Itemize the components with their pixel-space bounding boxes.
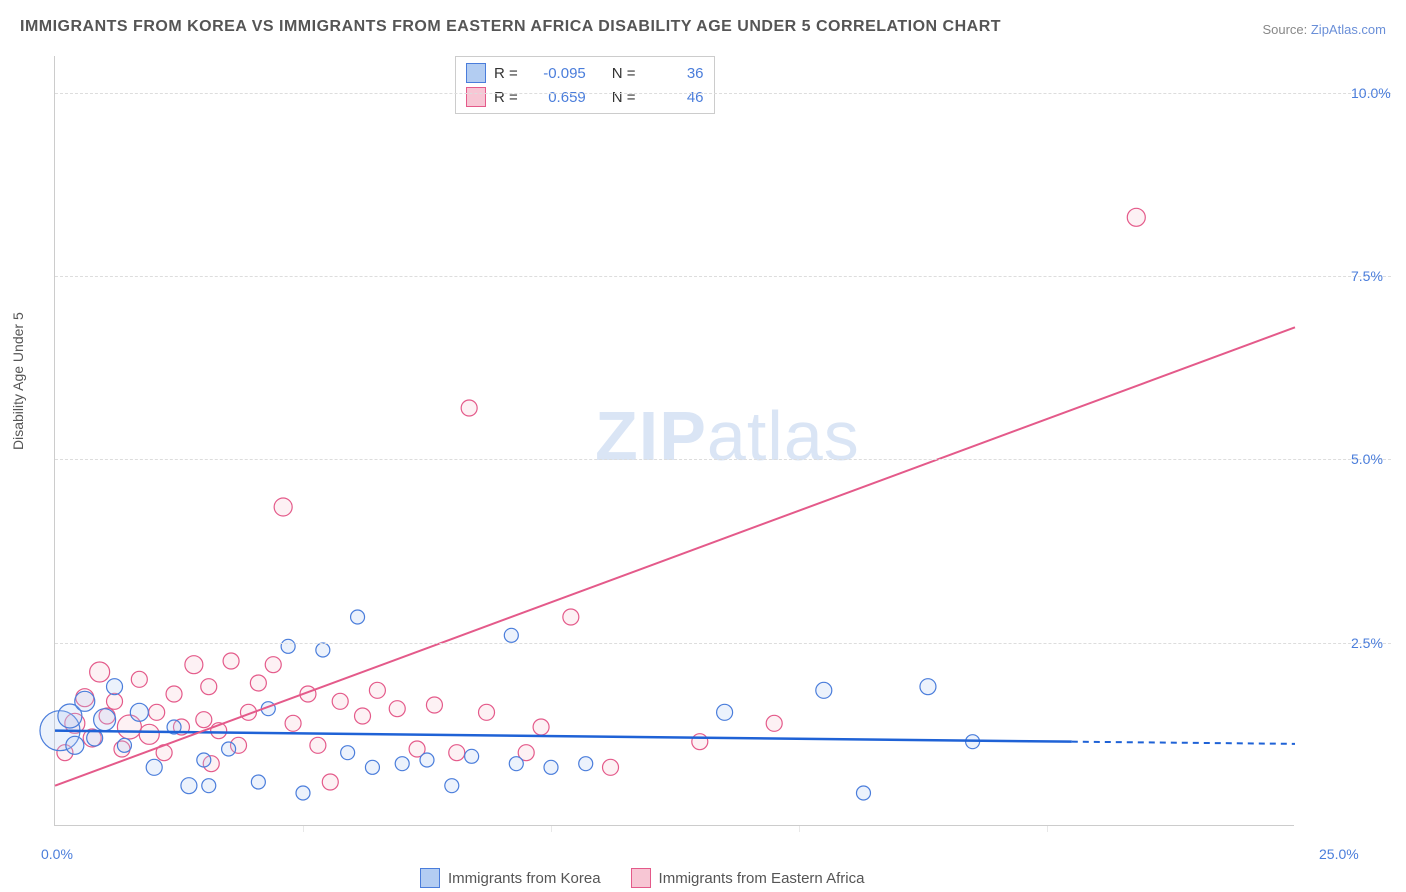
legend-label-eafrica: Immigrants from Eastern Africa — [659, 870, 865, 887]
xtick-label: 25.0% — [1319, 846, 1359, 862]
scatter-point-korea — [202, 779, 216, 793]
scatter-point-eafrica — [107, 693, 123, 709]
legend-item-korea: Immigrants from Korea — [420, 868, 601, 888]
scatter-point-eafrica — [332, 693, 348, 709]
scatter-point-eafrica — [285, 715, 301, 731]
ytick-label: 10.0% — [1351, 85, 1391, 101]
scatter-point-korea — [351, 610, 365, 624]
scatter-point-korea — [130, 703, 148, 721]
source-attribution: Source: ZipAtlas.com — [1262, 22, 1386, 37]
scatter-point-korea — [66, 736, 84, 754]
legend: Immigrants from Korea Immigrants from Ea… — [420, 868, 864, 888]
scatter-point-korea — [316, 643, 330, 657]
scatter-point-eafrica — [265, 657, 281, 673]
xtick-mark — [303, 826, 304, 832]
scatter-point-eafrica — [166, 686, 182, 702]
scatter-point-eafrica — [355, 708, 371, 724]
scatter-point-korea — [509, 757, 523, 771]
scatter-point-eafrica — [131, 671, 147, 687]
source-link[interactable]: ZipAtlas.com — [1311, 22, 1386, 37]
regression-eafrica — [55, 327, 1295, 785]
scatter-point-korea — [107, 679, 123, 695]
scatter-point-eafrica — [250, 675, 266, 691]
regression-korea — [55, 731, 1072, 742]
scatter-point-korea — [856, 786, 870, 800]
legend-swatch-korea — [420, 868, 440, 888]
scatter-point-korea — [395, 757, 409, 771]
scatter-point-eafrica — [201, 679, 217, 695]
scatter-point-eafrica — [461, 400, 477, 416]
scatter-point-eafrica — [766, 715, 782, 731]
plot-area: ZIPatlas R = -0.095 N = 36 R = 0.659 N =… — [54, 56, 1294, 826]
scatter-point-korea — [75, 691, 95, 711]
scatter-point-korea — [816, 682, 832, 698]
scatter-point-korea — [341, 746, 355, 760]
scatter-point-eafrica — [692, 734, 708, 750]
scatter-point-eafrica — [196, 712, 212, 728]
scatter-point-korea — [420, 753, 434, 767]
scatter-point-korea — [544, 760, 558, 774]
scatter-point-korea — [465, 749, 479, 763]
scatter-point-korea — [504, 628, 518, 642]
scatter-point-korea — [117, 738, 131, 752]
scatter-point-eafrica — [449, 745, 465, 761]
legend-label-korea: Immigrants from Korea — [448, 870, 601, 887]
ytick-label: 7.5% — [1351, 268, 1383, 284]
y-axis-label: Disability Age Under 5 — [10, 312, 26, 450]
scatter-svg — [55, 56, 1395, 836]
scatter-point-korea — [197, 753, 211, 767]
chart-container: IMMIGRANTS FROM KOREA VS IMMIGRANTS FROM… — [0, 0, 1406, 892]
scatter-point-eafrica — [1127, 208, 1145, 226]
xtick-mark — [1047, 826, 1048, 832]
scatter-point-eafrica — [185, 656, 203, 674]
scatter-point-eafrica — [479, 704, 495, 720]
xtick-label: 0.0% — [41, 846, 73, 862]
scatter-point-korea — [579, 757, 593, 771]
ytick-label: 5.0% — [1351, 451, 1383, 467]
scatter-point-eafrica — [322, 774, 338, 790]
legend-swatch-eafrica — [631, 868, 651, 888]
scatter-point-eafrica — [310, 737, 326, 753]
scatter-point-eafrica — [90, 662, 110, 682]
source-prefix: Source: — [1262, 22, 1310, 37]
scatter-point-korea — [181, 778, 197, 794]
gridline-h — [55, 93, 1391, 94]
ytick-label: 2.5% — [1351, 635, 1383, 651]
scatter-point-eafrica — [389, 701, 405, 717]
gridline-h — [55, 643, 1391, 644]
scatter-point-eafrica — [223, 653, 239, 669]
scatter-point-eafrica — [139, 724, 159, 744]
gridline-h — [55, 459, 1391, 460]
scatter-point-eafrica — [149, 704, 165, 720]
chart-title: IMMIGRANTS FROM KOREA VS IMMIGRANTS FROM… — [20, 18, 1001, 36]
gridline-h — [55, 276, 1391, 277]
scatter-point-eafrica — [603, 759, 619, 775]
scatter-point-korea — [365, 760, 379, 774]
xtick-mark — [799, 826, 800, 832]
scatter-point-korea — [146, 759, 162, 775]
scatter-point-eafrica — [533, 719, 549, 735]
scatter-point-eafrica — [426, 697, 442, 713]
legend-item-eafrica: Immigrants from Eastern Africa — [631, 868, 865, 888]
scatter-point-eafrica — [369, 682, 385, 698]
scatter-point-eafrica — [274, 498, 292, 516]
scatter-point-korea — [251, 775, 265, 789]
scatter-point-korea — [717, 704, 733, 720]
scatter-point-korea — [94, 709, 116, 731]
scatter-point-korea — [296, 786, 310, 800]
xtick-mark — [551, 826, 552, 832]
scatter-point-korea — [222, 742, 236, 756]
regression-korea-dash — [1072, 742, 1295, 744]
scatter-point-eafrica — [563, 609, 579, 625]
scatter-point-korea — [281, 639, 295, 653]
scatter-point-korea — [920, 679, 936, 695]
scatter-point-korea — [445, 779, 459, 793]
